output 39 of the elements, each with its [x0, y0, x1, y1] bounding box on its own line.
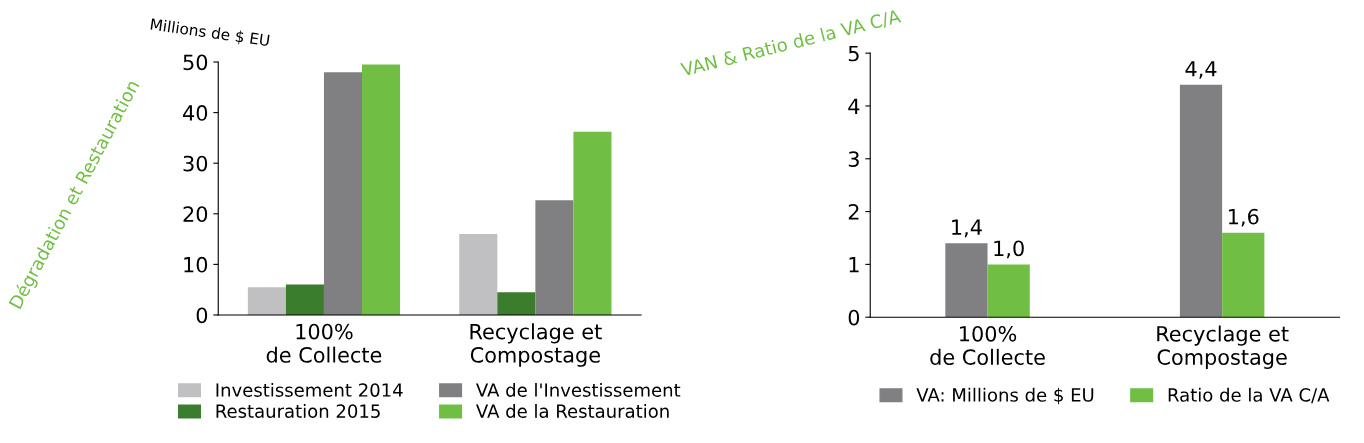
bar — [987, 264, 1030, 318]
legend-label: Ratio de la VA C/A — [1168, 387, 1330, 404]
y-tick-label: 40 — [183, 105, 208, 121]
y-tick-label: 3 — [848, 151, 859, 167]
y-tick-label: 1 — [849, 257, 859, 273]
bar — [1222, 232, 1265, 318]
y-tick-label: 4 — [848, 98, 860, 114]
y-tick-label: 30 — [183, 155, 208, 172]
legend-label: Investissement 2014 — [216, 382, 403, 397]
legend-label: VA de l'Investissement — [476, 382, 681, 397]
bar — [459, 234, 498, 315]
y-tick-label: 5 — [848, 45, 859, 62]
y-tick-label: 20 — [183, 206, 208, 222]
x-tick-label: Recyclage et Compostage — [470, 323, 602, 367]
chart-subtitle: Millions de $ EU — [150, 18, 270, 49]
data-label: 1,4 — [952, 219, 982, 238]
data-label: 1,0 — [994, 240, 1024, 259]
bar — [497, 292, 536, 315]
x-tick-label: 100% de Collecte — [266, 323, 382, 363]
bar — [285, 284, 324, 315]
x-tick-label: 100% de Collecte — [930, 325, 1045, 365]
legend-label: Restauration 2015 — [216, 403, 380, 418]
data-label: 4,4 — [1185, 61, 1217, 79]
x-tick-label: Recyclage et Compostage — [1157, 325, 1289, 370]
y-tick-label: 0 — [196, 307, 208, 324]
bar — [362, 64, 401, 315]
bar — [1179, 84, 1223, 318]
legend-label: VA: Millions de $ EU — [916, 387, 1094, 405]
bar — [535, 200, 574, 315]
bar — [945, 243, 988, 318]
bar — [247, 287, 286, 315]
y-tick-label: 2 — [848, 204, 859, 220]
y-tick-label: 50 — [183, 54, 208, 71]
bar — [573, 131, 612, 315]
y-tick-label: 0 — [848, 309, 860, 326]
legend-label: VA de la Restauration — [476, 403, 669, 418]
data-label: 1,6 — [1228, 208, 1259, 227]
bar — [323, 72, 363, 315]
y-tick-label: 10 — [184, 256, 208, 273]
